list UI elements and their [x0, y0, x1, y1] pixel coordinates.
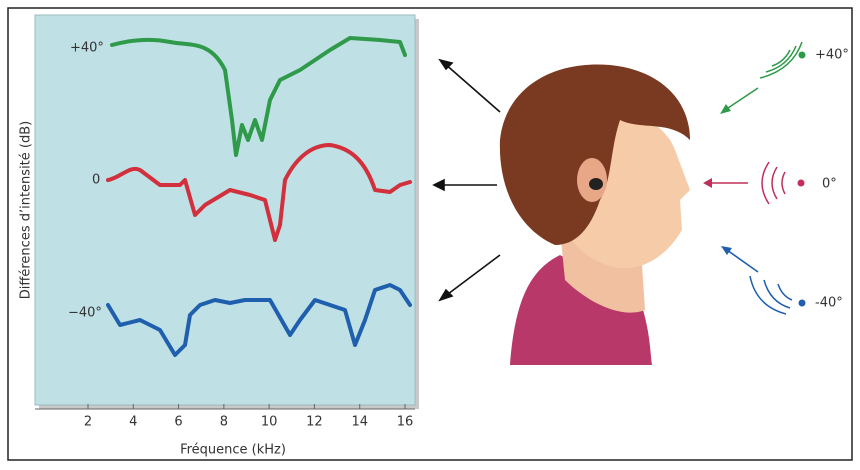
source-label: -40° — [815, 296, 843, 311]
x-tick-label: 14 — [351, 415, 368, 430]
x-axis-label: Fréquence (kHz) — [180, 443, 286, 458]
curve-label: +40° — [70, 41, 104, 56]
x-tick-label: 2 — [84, 415, 92, 430]
curve-label: 0 — [92, 173, 100, 188]
source-dot — [799, 52, 806, 59]
source-dot — [799, 300, 806, 307]
x-tick-label: 6 — [174, 415, 182, 430]
x-tick-label: 8 — [220, 415, 228, 430]
source-label: 0° — [822, 177, 837, 192]
x-tick-label: 16 — [397, 415, 414, 430]
figure: 2 4 6 8 10 12 14 16 Fréquence (kHz) Différences… — [0, 0, 860, 466]
source-dot — [798, 180, 805, 187]
curve-label: −40° — [68, 306, 102, 321]
x-tick-label: 4 — [129, 415, 137, 430]
x-tick-label: 12 — [306, 415, 323, 430]
x-tick-label: 10 — [261, 415, 278, 430]
y-axis-label: Différences d’intensité (dB) — [19, 121, 34, 299]
source-label: +40° — [815, 48, 849, 63]
